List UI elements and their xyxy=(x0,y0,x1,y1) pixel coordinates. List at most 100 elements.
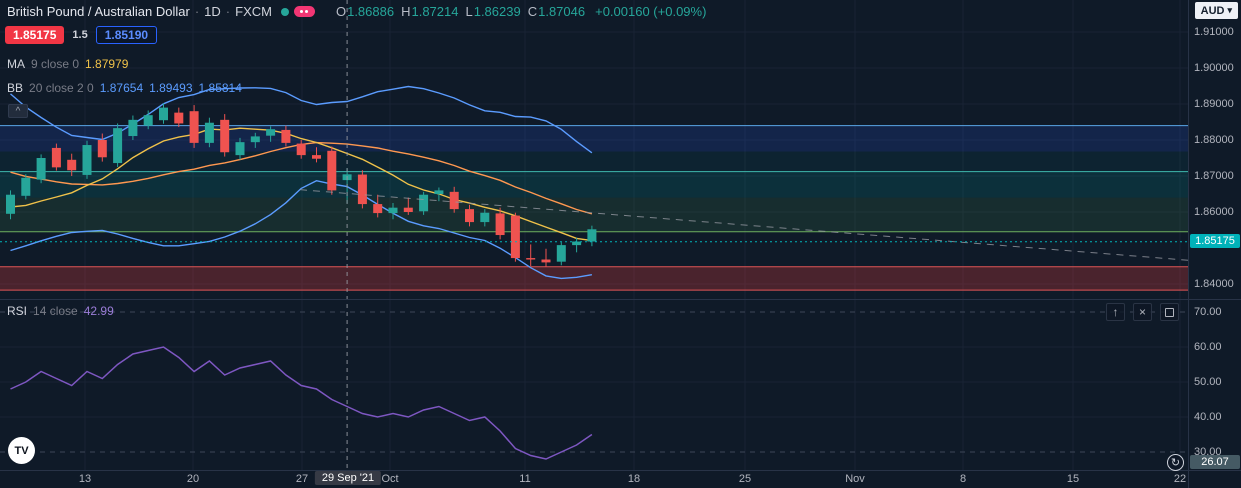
crosshair-date-badge: 29 Sep '21 xyxy=(314,471,382,485)
currency-axis-button[interactable]: AUD ▾ xyxy=(1194,2,1238,19)
rsi-last-value-badge: 26.07 xyxy=(1190,455,1240,469)
indicator-name: MA xyxy=(7,57,25,71)
candle xyxy=(159,107,168,121)
candle xyxy=(113,128,123,164)
bb-lower-line xyxy=(10,179,593,280)
candle xyxy=(495,213,505,236)
candle xyxy=(174,112,184,124)
time-axis[interactable]: 13 20 27 Oct 11 18 25 Nov 8 15 22 29 Sep '21 xyxy=(0,470,1241,488)
tradingview-logo[interactable]: TV xyxy=(8,437,35,464)
trade-panel: 1.85175 1.5 1.85190 xyxy=(5,26,158,44)
legend-separator: · xyxy=(225,4,231,19)
candle xyxy=(21,177,31,196)
time-axis-label: 8 xyxy=(959,473,967,485)
candle xyxy=(67,159,77,171)
symbol-name[interactable]: British Pound / Australian Dollar xyxy=(7,4,190,19)
time-axis-label: 22 xyxy=(1173,473,1187,485)
candle xyxy=(357,174,367,205)
price-axis-label: 1.90000 xyxy=(1194,62,1234,74)
pane-close-button[interactable]: × xyxy=(1133,303,1152,321)
candle xyxy=(572,241,582,246)
collapse-legend-button[interactable]: ^ xyxy=(8,104,28,118)
candle xyxy=(266,129,276,136)
time-axis-label: 27 xyxy=(295,473,309,485)
indicator-params: 9 close 0 xyxy=(31,57,80,71)
candle xyxy=(312,155,321,159)
candle xyxy=(403,207,413,212)
ma-indicator-legend[interactable]: MA 9 close 0 1.87979 xyxy=(7,57,128,71)
low-value: 1.86239 xyxy=(473,4,521,19)
candle xyxy=(204,122,214,143)
ohlc-key: C xyxy=(527,4,538,19)
close-value: 1.87046 xyxy=(538,4,586,19)
maximize-icon xyxy=(1165,307,1174,317)
candle xyxy=(128,119,138,137)
time-axis-label: 20 xyxy=(186,473,200,485)
ohlc-readout: O1.86886 H1.87214 L1.86239 C1.87046 xyxy=(336,4,585,19)
rsi-axis-label: 60.00 xyxy=(1194,341,1222,353)
time-axis-label: Nov xyxy=(845,473,865,485)
price-axis-label: 1.87000 xyxy=(1194,170,1234,182)
timeframe-button[interactable]: 1D xyxy=(204,4,221,19)
candle xyxy=(434,190,444,194)
rsi-line xyxy=(10,346,593,460)
candle xyxy=(82,145,92,175)
time-axis-label: Oct xyxy=(381,473,399,485)
rsi-axis-label: 50.00 xyxy=(1194,376,1222,388)
candle xyxy=(587,229,597,242)
change-label: +0.00160 (+0.09%) xyxy=(595,4,707,19)
buy-price-button[interactable]: 1.85190 xyxy=(95,26,158,44)
rsi-indicator-legend[interactable]: RSI 14 close 42.99 xyxy=(7,304,114,318)
time-axis-label: 11 xyxy=(519,473,531,485)
ma-value: 1.87979 xyxy=(85,57,129,71)
candle xyxy=(51,147,61,168)
candle xyxy=(235,142,245,156)
rsi-value: 42.99 xyxy=(83,304,114,318)
pane-move-up-button[interactable]: ↑ xyxy=(1106,303,1125,321)
price-axis[interactable]: 1.91000 1.90000 1.89000 1.88000 1.87000 1.860… xyxy=(1189,0,1241,470)
last-price-badge: 1.85175 xyxy=(1190,233,1240,248)
candle xyxy=(541,259,551,263)
chevron-down-icon: ▾ xyxy=(1227,5,1232,15)
ohlc-key: L xyxy=(465,4,473,19)
candlestick-series xyxy=(6,103,597,267)
rsi-axis-label: 40.00 xyxy=(1194,411,1222,423)
symbol-legend: British Pound / Australian Dollar · 1D ·… xyxy=(7,4,706,19)
spread-label: 1.5 xyxy=(72,29,88,41)
candle xyxy=(281,129,291,143)
candle xyxy=(189,111,199,143)
bb-upper-value: 1.89493 xyxy=(149,81,193,95)
price-axis-label: 1.89000 xyxy=(1194,98,1234,110)
bb-indicator-legend[interactable]: BB 20 close 2 0 1.87654 1.89493 1.85814 xyxy=(7,81,242,95)
candle xyxy=(419,194,429,212)
indicator-name: RSI xyxy=(7,304,28,318)
candle xyxy=(6,194,15,214)
time-axis-label: 13 xyxy=(78,473,92,485)
sell-price-button[interactable]: 1.85175 xyxy=(5,26,65,44)
ma-line xyxy=(10,127,592,242)
exchange-label[interactable]: FXCM xyxy=(235,4,272,19)
legend-separator: · xyxy=(194,4,200,19)
trendline-drawing[interactable] xyxy=(299,189,1189,261)
candle xyxy=(250,136,260,143)
candle xyxy=(526,258,536,260)
price-axis-label: 1.84000 xyxy=(1194,278,1234,290)
price-zones xyxy=(0,125,1188,291)
grid-lines xyxy=(0,0,1188,470)
rsi-pane xyxy=(0,311,1188,460)
candle xyxy=(510,215,520,259)
refresh-icon[interactable]: ↻ xyxy=(1167,454,1184,471)
price-axis-label: 1.88000 xyxy=(1194,134,1234,146)
candle xyxy=(143,115,153,126)
trend-line xyxy=(299,189,1189,261)
candle xyxy=(480,212,490,223)
candle xyxy=(97,140,107,158)
pane-maximize-button[interactable] xyxy=(1160,303,1179,321)
notification-icon[interactable] xyxy=(293,6,315,17)
bb-upper-line xyxy=(10,85,593,154)
price-axis-label: 1.86000 xyxy=(1194,206,1234,218)
ohlc-key: O xyxy=(335,4,347,19)
